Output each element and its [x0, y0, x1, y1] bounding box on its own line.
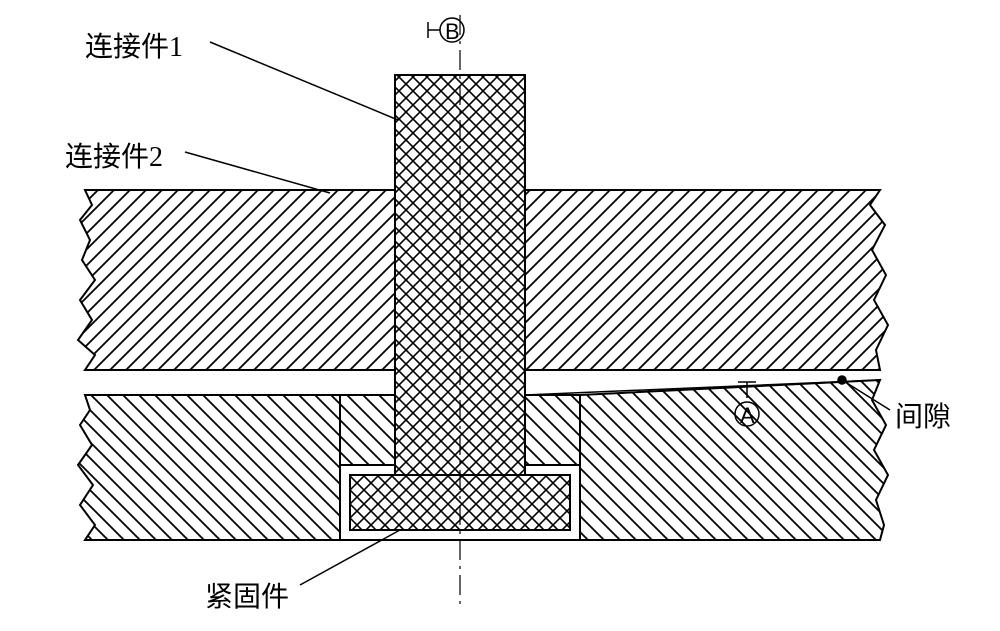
- diagram-svg: [0, 0, 1000, 631]
- label-fastener: 紧固件: [205, 575, 289, 615]
- datum-a-text: A: [740, 403, 755, 429]
- label-connector1: 连接件1: [85, 25, 183, 65]
- label-connector2: 连接件2: [65, 135, 163, 175]
- datum-b-text: B: [445, 19, 460, 45]
- label-gap: 间隙: [895, 395, 951, 435]
